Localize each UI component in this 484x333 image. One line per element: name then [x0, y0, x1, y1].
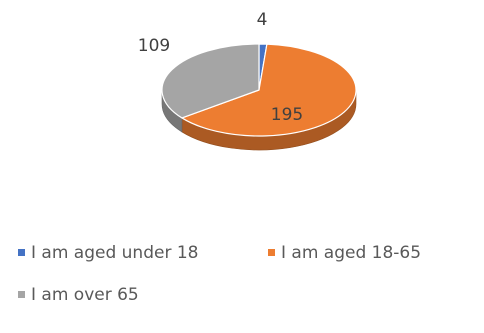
data-labels: 4 195 109	[138, 10, 303, 125]
legend-swatch-i-am-aged-under-18	[18, 249, 25, 256]
legend-label-i-am-aged-under-18: I am aged under 18	[31, 243, 199, 263]
pie-plot-area	[161, 43, 357, 151]
data-label-i-am-aged-18-65: 195	[271, 105, 303, 125]
legend-item-i-am-over-65: I am over 65	[18, 285, 139, 305]
legend-item-i-am-aged-under-18: I am aged under 18	[18, 243, 199, 263]
legend-swatch-i-am-aged-18-65	[268, 249, 275, 256]
legend-label-i-am-aged-18-65: I am aged 18-65	[281, 243, 421, 263]
legend: I am aged under 18 I am aged 18-65 I am ov…	[18, 243, 421, 305]
legend-label-i-am-over-65: I am over 65	[31, 285, 139, 305]
legend-swatch-i-am-over-65	[18, 291, 25, 298]
data-label-i-am-over-65: 109	[138, 36, 170, 56]
legend-item-i-am-aged-18-65: I am aged 18-65	[268, 243, 421, 263]
pie-slice-i-am-over-65	[161, 43, 260, 119]
pie-slice-i-am-aged-18-65	[181, 43, 357, 137]
data-label-i-am-aged-under-18: 4	[257, 10, 268, 30]
